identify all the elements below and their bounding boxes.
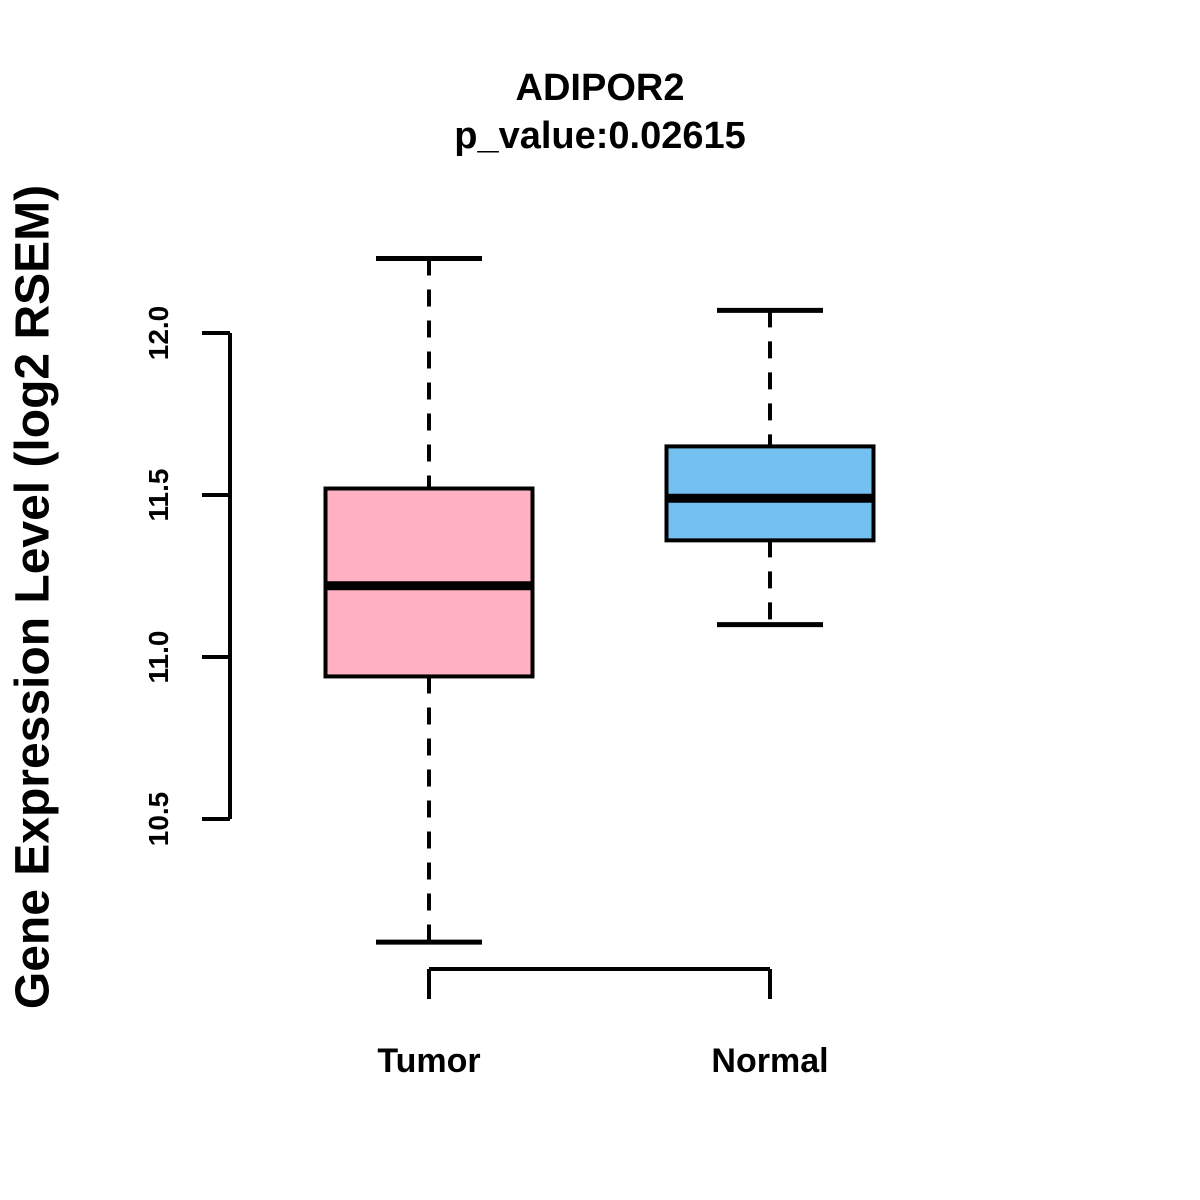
- box-normal: [664, 444, 876, 543]
- chart-title: ADIPOR2: [515, 67, 685, 109]
- x-category-label: Normal: [711, 1042, 828, 1080]
- y-axis-tick-label: 12.0: [143, 306, 174, 361]
- y-axis-tick-label: 11.0: [143, 631, 174, 684]
- y-axis-tick-label: 10.5: [143, 792, 174, 847]
- chart-subtitle: p_value:0.02615: [454, 115, 746, 157]
- x-category-label: Tumor: [377, 1042, 480, 1080]
- y-axis-tick-label: 11.5: [143, 469, 174, 522]
